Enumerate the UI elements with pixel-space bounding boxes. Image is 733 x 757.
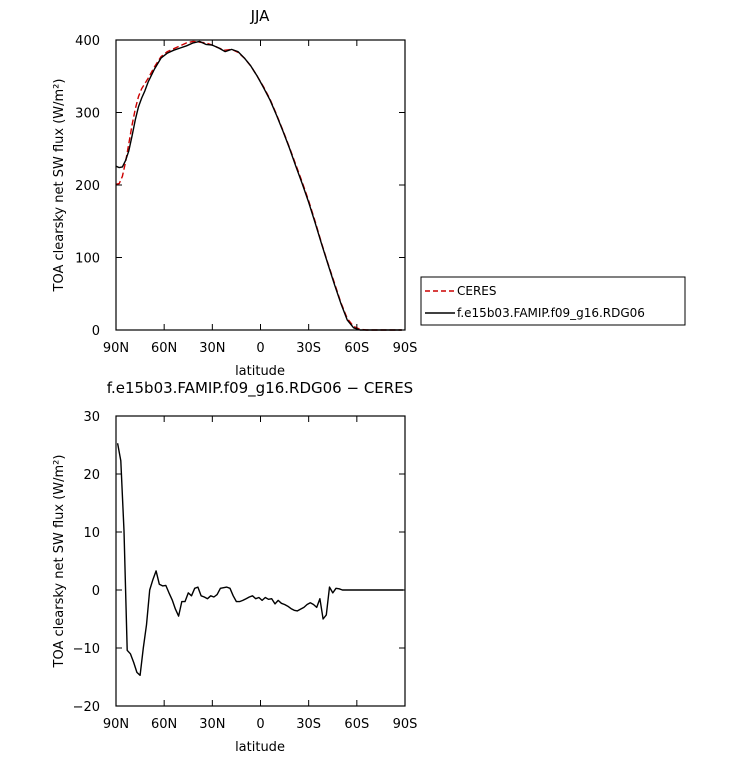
bottom-x-axis-label: latitude [235,740,285,755]
top-y-ticks: 0 100 200 300 400 [75,34,405,339]
bottom-x-tick-label: 60S [344,717,369,732]
top-x-tick-label: 60N [151,341,177,356]
bottom-series-lines [116,443,404,676]
bottom-y-tick-label: 0 [92,584,100,599]
top-y-tick-label: 0 [92,324,100,339]
top-x-tick-label: 90N [103,341,129,356]
top-x-tick-label: 30S [296,341,321,356]
top-y-tick-label: 200 [75,179,100,194]
top-series-lines [115,40,402,331]
bottom-y-tick-label: 20 [83,468,100,483]
bottom-y-tick-label: −20 [73,700,100,715]
top-panel: JJA 90N 60N 30N 0 30S 60S 90S 0 100 200 300 400 la… [52,7,417,379]
bottom-x-ticks: 90N 60N 30N 0 30S 60S 90S [103,416,418,732]
top-x-tick-label: 90S [393,341,418,356]
top-x-tick-label: 60S [344,341,369,356]
bottom-panel: f.e15b03.FAMIP.f09_g16.RDG06 − CERES 90N… [52,379,417,755]
legend-label-ceres: CERES [457,284,497,298]
top-y-axis-label: TOA clearsky net SW flux (W/m²) [52,79,67,293]
bottom-plot-frame [115,415,406,707]
top-x-axis-label: latitude [235,364,285,379]
top-x-tick-label: 30N [199,341,225,356]
bottom-x-tick-label: 60N [151,717,177,732]
bottom-y-tick-label: 30 [83,410,100,425]
top-y-tick-label: 300 [75,107,100,122]
legend-box [420,276,686,326]
top-series-line-1 [115,40,402,331]
bottom-series-line-0 [116,443,404,676]
bottom-chart-title: f.e15b03.FAMIP.f09_g16.RDG06 − CERES [107,379,413,398]
top-y-tick-label: 100 [75,252,100,267]
legend: CERES f.e15b03.FAMIP.f09_g16.RDG06 [420,276,686,326]
top-y-tick-label: 400 [75,34,100,49]
bottom-x-tick-label: 30N [199,717,225,732]
top-chart-title: JJA [250,7,271,25]
top-x-tick-label: 0 [256,341,264,356]
bottom-x-tick-label: 30S [296,717,321,732]
bottom-y-ticks: −20 −10 0 10 20 30 [73,410,405,715]
top-series-line-0 [115,40,402,331]
bottom-x-tick-label: 0 [256,717,264,732]
bottom-y-axis-label: TOA clearsky net SW flux (W/m²) [52,455,67,669]
top-x-ticks: 90N 60N 30N 0 30S 60S 90S [103,40,418,356]
bottom-x-tick-label: 90N [103,717,129,732]
bottom-y-tick-label: 10 [83,526,100,541]
bottom-x-tick-label: 90S [393,717,418,732]
bottom-y-tick-label: −10 [73,642,100,657]
legend-label-model: f.e15b03.FAMIP.f09_g16.RDG06 [457,306,645,320]
